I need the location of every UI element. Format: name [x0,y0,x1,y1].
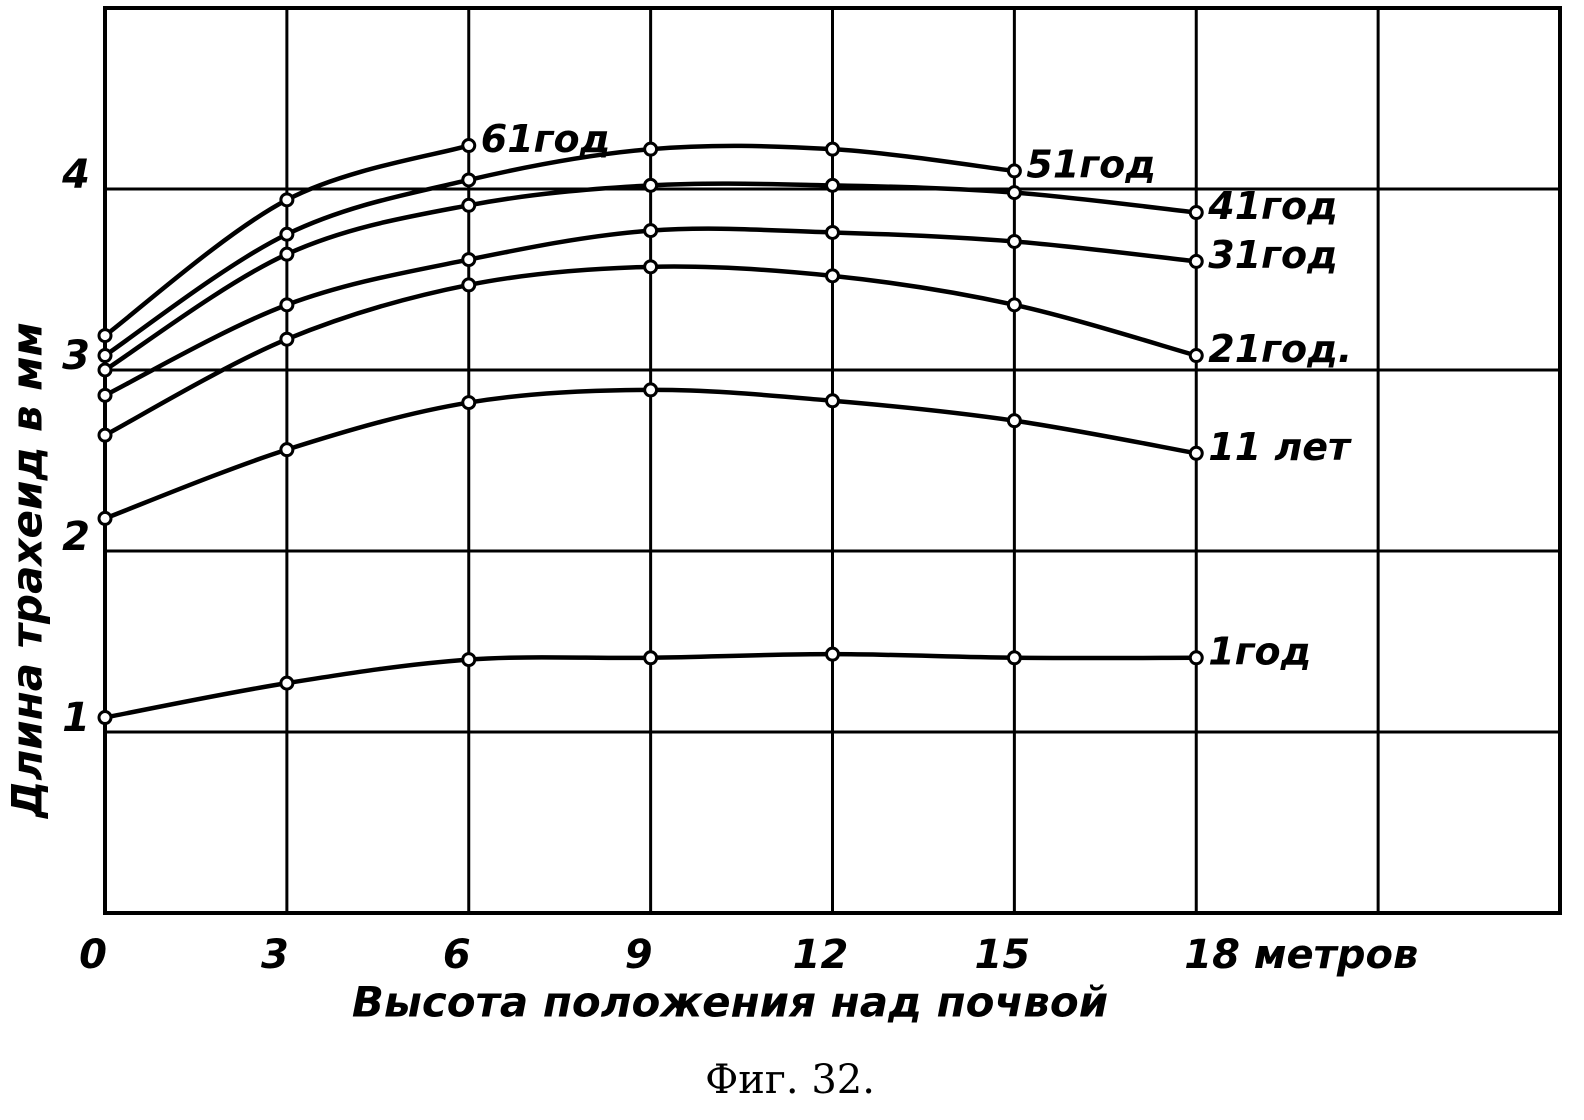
y-tick-label: 4 [61,152,90,198]
data-point [97,348,113,364]
data-point [643,141,659,157]
data-point [97,387,113,403]
data-point [1188,205,1204,221]
data-point [1188,253,1204,269]
data-point [461,138,477,154]
y-tick-label: 3 [62,333,90,379]
data-point [825,224,840,240]
data-point [825,646,840,662]
data-point [643,650,659,666]
data-point [1006,297,1022,313]
y-tick-label: 2 [62,514,90,560]
data-point [97,510,113,526]
data-point [461,652,477,668]
data-point [279,246,295,262]
data-point [1006,185,1022,201]
data-point [643,223,659,239]
data-point [1188,445,1204,461]
series-label: 61год [481,117,611,161]
series-label: 11 лет [1208,425,1352,469]
data-point [1188,348,1204,364]
y-tick-label: 1 [62,695,90,741]
series-label: 31год [1208,233,1338,277]
x-axis-title: Высота положения над почвой [352,978,1108,1027]
x-tick-label: 15 [975,932,1031,978]
data-point [279,442,295,458]
data-point [461,395,477,411]
data-point [97,427,113,443]
data-point [643,259,659,275]
data-point [97,362,113,378]
x-tick-label: 9 [625,932,653,978]
x-tick-label: 18 метров [1184,932,1418,978]
data-point [825,141,840,157]
x-tick-label: 12 [793,932,849,978]
data-point [1006,413,1022,429]
figure-caption: Фиг. 32. [705,1057,875,1103]
data-point [279,226,295,242]
x-tick-label: 6 [443,932,471,978]
data-point [461,277,477,293]
series-label: 41год [1207,184,1338,228]
data-point [1188,650,1204,666]
data-point [1006,650,1022,666]
data-point [825,268,840,284]
data-point [461,197,477,213]
data-point [825,177,840,193]
data-point [279,192,295,208]
y-axis-title: Длина трахеид в мм [3,322,52,820]
data-point [825,393,840,409]
data-point [1006,233,1022,249]
data-point [279,675,295,691]
data-point [643,177,659,193]
data-point [97,328,113,344]
series-label: 51год [1026,142,1156,186]
data-point [279,331,295,347]
data-point [461,172,477,188]
x-tick-label: 3 [261,932,289,978]
data-point [279,297,295,313]
data-point [97,710,113,726]
data-point [461,252,477,268]
series-label: 21год. [1208,327,1352,371]
series-line [103,143,1015,358]
data-point [1006,163,1022,179]
data-point [643,382,659,398]
x-tick-label: 0 [79,932,107,978]
series-label: 1год [1208,629,1311,673]
